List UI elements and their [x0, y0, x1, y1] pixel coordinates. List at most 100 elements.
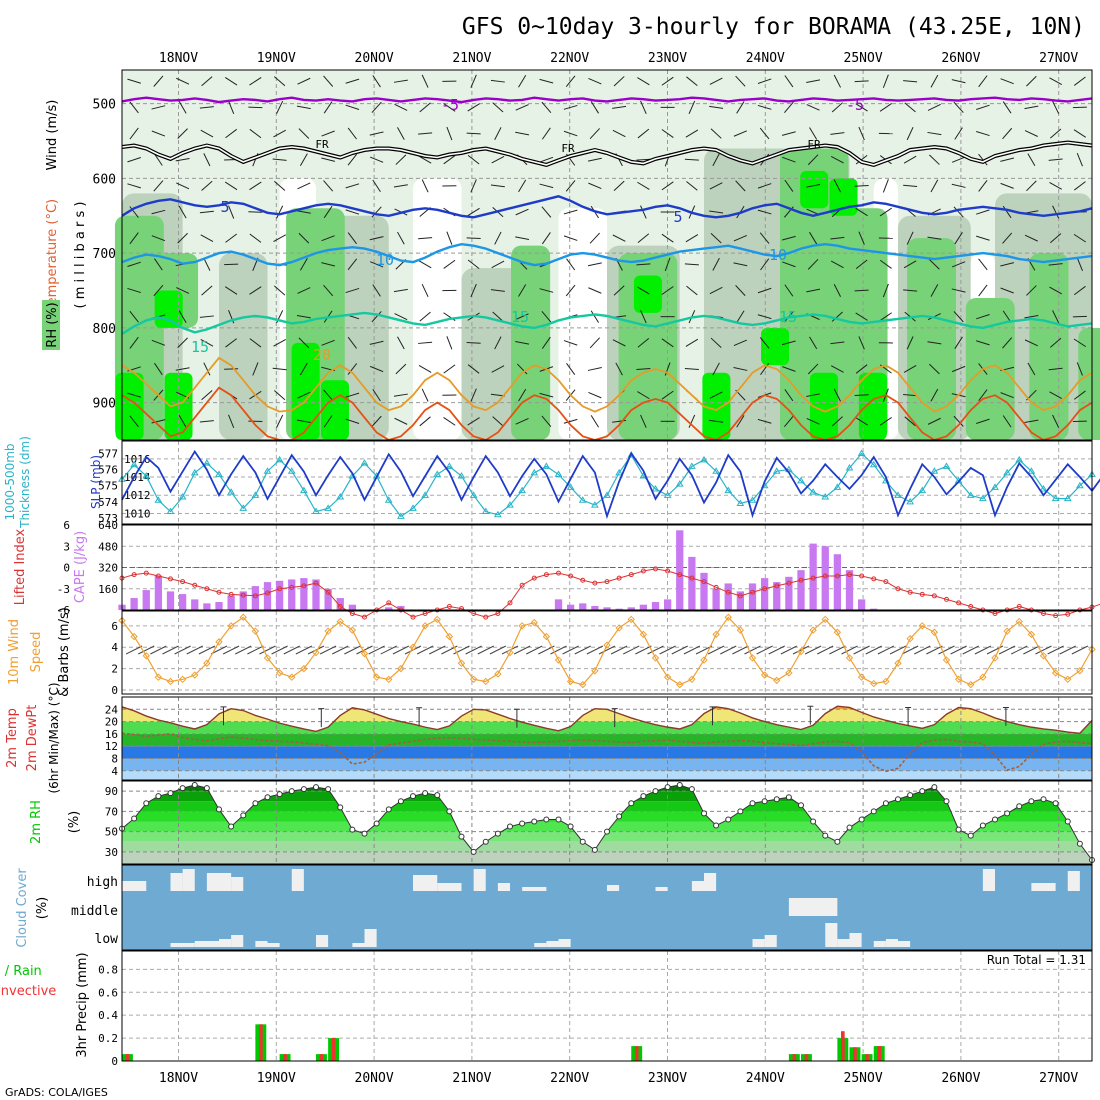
cape-bar: [348, 604, 357, 610]
cloud-low-bar: [873, 941, 886, 947]
rh-point: [385, 806, 392, 813]
rh-point: [191, 782, 198, 789]
lifted-index-point: [519, 582, 525, 588]
wind-speed-point: [1027, 630, 1036, 639]
wind-barb: [154, 258, 163, 271]
wind-barb: [369, 156, 384, 163]
wind-barb: [323, 180, 334, 192]
panel-ylabel: 1000-500mb Thickness (dm): [3, 436, 32, 529]
wind-barb: [283, 645, 300, 655]
wind-barb: [127, 261, 141, 267]
wind-barb: [129, 310, 139, 323]
rh-saturated-region: [761, 327, 790, 366]
wind-barb: [768, 645, 785, 655]
wind-barb: [733, 339, 748, 347]
wind-speed-point: [591, 667, 599, 675]
pressure-tick: 700: [93, 247, 116, 262]
lifted-index-point: [968, 603, 974, 609]
wind-barb: [720, 645, 737, 655]
wind-speed-point: [1039, 652, 1048, 660]
wind-barb: [345, 418, 360, 424]
wind-barb: [541, 415, 552, 427]
panel-frame: [121, 780, 1093, 865]
rh-point: [252, 800, 259, 807]
wind-barb: [809, 127, 818, 140]
lifted-index-point: [240, 592, 246, 598]
wind-barb: [710, 337, 722, 348]
wind-label: Wind (m/s): [45, 100, 60, 171]
wind-barb: [201, 76, 213, 87]
thickness-point: [166, 507, 175, 515]
wind-speed-point: [1064, 675, 1072, 684]
wind-barb: [296, 314, 311, 319]
wind-barb: [809, 336, 818, 350]
panel-ylabel: SLP (mb): [89, 455, 103, 509]
wind-barb: [1000, 392, 1014, 399]
wind-barb: [804, 645, 822, 655]
lifted-index-point: [168, 576, 173, 582]
wind-barb: [792, 645, 810, 655]
wind-barb: [613, 76, 625, 87]
wind-barb: [129, 101, 139, 114]
wind-barb: [397, 336, 405, 350]
wind-speed-point: [1051, 669, 1060, 677]
wind-barb: [709, 182, 723, 190]
rh-saturated-region: [800, 170, 829, 209]
wind-barb: [332, 645, 349, 655]
panel-ylabel: (%): [35, 897, 50, 920]
wind-barb: [151, 105, 166, 110]
lifted-index-point: [289, 584, 295, 590]
isotherm-line: [121, 242, 1093, 267]
cloud-low-bar: [352, 943, 365, 947]
wind-barb: [1076, 362, 1083, 376]
wind-barb: [1049, 182, 1062, 190]
rh-point: [264, 794, 271, 801]
wind-barb: [926, 645, 943, 655]
wind-barb: [259, 645, 276, 655]
lifted-index-point: [762, 586, 768, 592]
wind-barb: [855, 364, 868, 374]
wind-barb: [974, 645, 992, 655]
wind-barb: [539, 392, 554, 398]
thickness-point: [142, 472, 151, 479]
day-label-bottom: 20NOV: [355, 1071, 394, 1086]
wind-barb: [640, 205, 647, 219]
temp-band: [122, 706, 1092, 710]
wind-barb: [393, 79, 408, 83]
cloud-row-label: high: [87, 875, 118, 890]
isotherm-label: 15: [191, 338, 209, 356]
thickness-point: [930, 467, 939, 474]
thickness-line: [121, 452, 1093, 518]
wind-barb: [733, 262, 748, 267]
cape-bar: [639, 604, 648, 610]
rh-point: [688, 786, 695, 793]
thickness-tick: 575: [98, 480, 118, 493]
wind-barb: [201, 180, 213, 191]
cape-bar: [385, 607, 393, 610]
wind-barb: [781, 235, 796, 241]
cape-bar: [312, 579, 320, 610]
thickness-point: [445, 462, 454, 469]
wind-barb: [833, 179, 841, 193]
rh-point: [167, 790, 174, 797]
cloud-high-bar: [437, 883, 462, 891]
rh-point: [446, 808, 453, 815]
wind-barb: [129, 336, 139, 349]
wind-barb: [296, 210, 311, 214]
ylabel-text: 2m RH: [29, 800, 44, 844]
precip-convective-bar: [853, 1047, 857, 1061]
wind-barb: [978, 179, 988, 192]
wind-barb: [610, 645, 628, 655]
wind-barb: [492, 311, 504, 322]
wind-barb: [249, 233, 262, 243]
wind-barb: [683, 645, 701, 655]
wind-barb: [951, 183, 966, 188]
rh-point: [1016, 803, 1023, 810]
wind-barb: [976, 314, 990, 320]
wind-barb: [418, 237, 433, 240]
cloud-row-label: middle: [71, 904, 118, 919]
wind-barb: [276, 205, 284, 219]
wind-barb: [1024, 314, 1039, 319]
wind-barb: [858, 336, 865, 350]
wind-barb: [685, 129, 699, 138]
